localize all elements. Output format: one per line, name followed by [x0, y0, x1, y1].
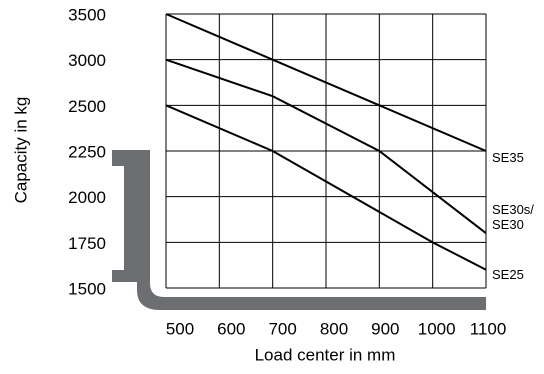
y-tick-label: 2000 — [68, 188, 106, 207]
series-label: SE35 — [492, 150, 524, 165]
y-tick-label: 2250 — [68, 142, 106, 161]
x-tick-label: 700 — [268, 319, 296, 338]
x-tick-label: 1000 — [418, 319, 456, 338]
x-tick-label: 800 — [320, 319, 348, 338]
x-axis-title: Load center in mm — [255, 345, 396, 364]
fork-icon — [112, 150, 486, 310]
y-tick-label: 3500 — [68, 5, 106, 24]
series-label: SE25 — [492, 267, 524, 282]
x-tick-label: 900 — [371, 319, 399, 338]
y-tick-label: 1500 — [68, 279, 106, 298]
series-line — [165, 58, 487, 234]
y-tick-label: 3000 — [68, 51, 106, 70]
x-tick-label: 600 — [217, 319, 245, 338]
x-tick-label: 500 — [166, 319, 194, 338]
y-tick-label: 2500 — [68, 97, 106, 116]
y-axis-title: Capacity in kg — [11, 97, 30, 204]
x-tick-label: 1100 — [470, 319, 507, 338]
series-line — [165, 104, 487, 271]
series-label: SE30s/ SE30 — [492, 202, 534, 232]
y-tick-label: 1750 — [68, 234, 106, 253]
series-line — [165, 13, 487, 152]
